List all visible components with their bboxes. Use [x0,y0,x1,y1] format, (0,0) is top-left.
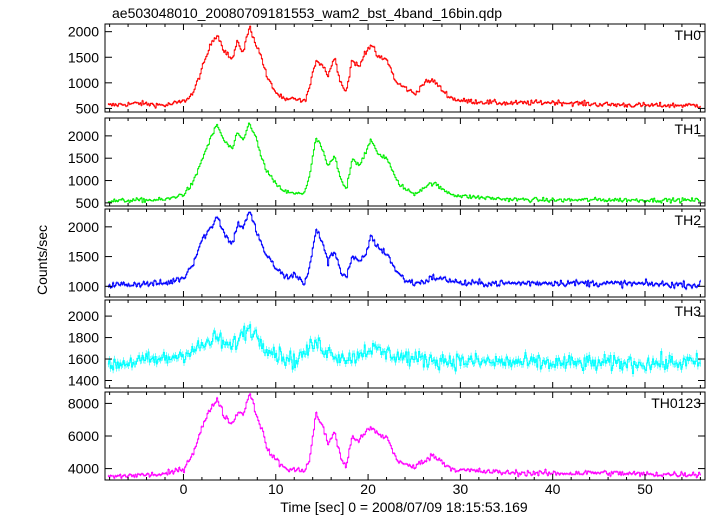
panel-frame [104,391,706,481]
panel-label: TH2 [675,212,702,228]
x-tick-label: 0 [180,481,188,497]
panel-th3: TH3 1400 1600 1800 2000 [68,299,706,389]
y-tick-label: 1000 [68,173,99,189]
x-tick-label: 50 [637,481,653,497]
error-bars-th0123 [108,392,701,480]
series-line-th2 [107,212,701,290]
y-tick-label: 1000 [68,278,99,294]
y-tick-label: 500 [76,100,100,116]
y-tick-label: 2000 [68,219,99,235]
panel-frame [104,117,706,207]
x-axis-label: Time [sec] 0 = 2008/07/09 18:15:53.169 [280,499,528,515]
y-tick-label: 1600 [68,351,99,367]
y-tick-label: 1400 [68,372,99,388]
x-tick-label: 10 [268,481,284,497]
x-tick-label: 30 [453,481,469,497]
y-tick-label: 2000 [68,24,99,40]
error-bars-th0 [108,25,701,109]
y-tick-label: 4000 [68,461,99,477]
y-tick-label: 1800 [68,330,99,346]
panel-label: TH0123 [651,395,701,411]
panel-th0123: TH0123 4000 6000 8000 [68,391,706,481]
panel-label: TH1 [675,121,702,137]
y-tick-label: 2000 [68,128,99,144]
y-tick-label: 1500 [68,49,99,65]
y-tick-label: 6000 [68,428,99,444]
series-line-th0 [107,25,701,109]
panel-label: TH0 [675,27,702,43]
error-bars-th1 [108,122,701,204]
panel-label: TH3 [675,303,702,319]
panel-frame [104,23,706,113]
series-line-th0123 [107,393,701,479]
panel-frame [104,299,706,389]
panels-group: TH0500100015002000TH1500100015002000TH21… [68,23,706,497]
y-tick-label: 8000 [68,395,99,411]
chart-title: ae503048010_20080709181553_wam2_bst_4ban… [112,5,502,21]
x-tick-label: 20 [360,481,376,497]
y-tick-label: 1500 [68,249,99,265]
series-line-th3 [107,324,701,375]
series-line-th1 [107,122,701,204]
panel-th1: TH1 500 1000 1500 2000 [68,117,706,211]
y-axis-label: Counts/sec [34,225,50,295]
y-tick-label: 1000 [68,75,99,91]
panel-th0: TH0 500 1000 1500 2000 [68,23,706,116]
y-tick-label: 500 [76,195,100,211]
panel-th2: TH2 1000 1500 2000 [68,208,706,298]
y-tick-label: 2000 [68,308,99,324]
y-tick-label: 1500 [68,150,99,166]
x-tick-label: 40 [545,481,561,497]
